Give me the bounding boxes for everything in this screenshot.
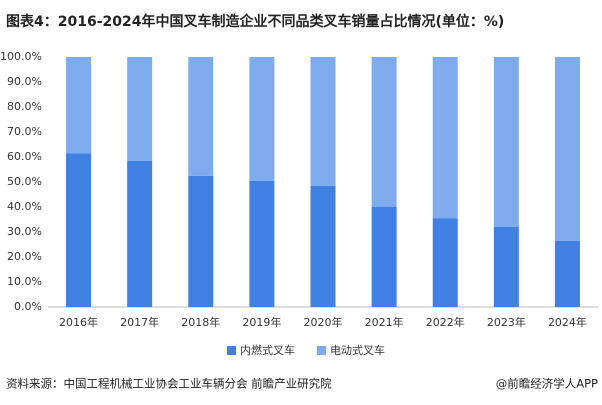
x-tick-label: 2020年 (304, 315, 343, 329)
legend-label: 内燃式叉车 (240, 343, 295, 357)
y-tick-label: 100.0% (0, 50, 42, 63)
bar (249, 180, 275, 307)
y-tick-label: 10.0% (7, 275, 42, 288)
credit: @前瞻经济学人APP (496, 377, 598, 391)
bar (554, 240, 580, 307)
y-tick-label: 0.0% (14, 300, 42, 313)
bar (127, 57, 153, 161)
y-tick-label: 30.0% (7, 225, 42, 238)
y-tick-label: 20.0% (7, 250, 42, 263)
chart-title: 图表4：2016-2024年中国叉车制造企业不同品类叉车销量占比情况(单位：%) (6, 13, 504, 30)
bar (493, 227, 519, 307)
y-tick-label: 50.0% (7, 175, 42, 188)
y-tick-label: 40.0% (7, 200, 42, 213)
bar (66, 153, 92, 307)
bar (493, 57, 519, 227)
legend-swatch (317, 346, 326, 355)
source: 资料来源：中国工程机械工业协会工业车辆分会 前瞻产业研究院 (6, 377, 332, 391)
x-tick-label: 2019年 (242, 315, 281, 329)
bar (432, 218, 458, 307)
x-tick-label: 2021年 (365, 315, 404, 329)
y-tick-label: 70.0% (7, 125, 42, 138)
legend-swatch (227, 346, 236, 355)
x-tick-label: 2018年 (181, 315, 220, 329)
legend-label: 电动式叉车 (330, 343, 385, 357)
bar (371, 57, 397, 207)
bar (188, 57, 214, 176)
x-tick-label: 2017年 (120, 315, 159, 329)
bar (310, 57, 336, 186)
bar (127, 160, 153, 307)
y-tick-label: 80.0% (7, 100, 42, 113)
x-tick-label: 2023年 (487, 315, 526, 329)
bar (249, 57, 275, 181)
y-tick-label: 90.0% (7, 75, 42, 88)
x-tick-label: 2022年 (426, 315, 465, 329)
x-tick-label: 2024年 (548, 315, 587, 329)
bar (310, 185, 336, 307)
bar (371, 207, 397, 307)
x-tick-label: 2016年 (59, 315, 98, 329)
bar (554, 57, 580, 241)
bar (432, 57, 458, 219)
bar (66, 57, 92, 154)
bar (188, 175, 214, 307)
y-tick-label: 60.0% (7, 150, 42, 163)
